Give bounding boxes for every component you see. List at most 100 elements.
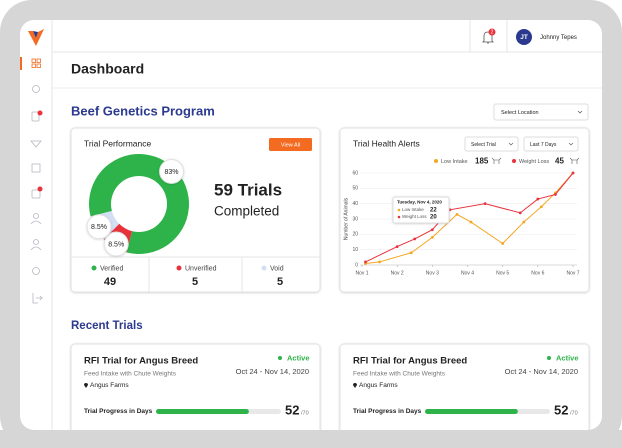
trial-title: RFI Trial for Angus Breed: [84, 356, 198, 367]
tooltip-label: Low Intake: [402, 207, 424, 212]
tooltip-dot: [397, 208, 401, 212]
sidebar-badge: [37, 110, 43, 116]
legend-label: Low Intake: [441, 159, 468, 165]
line-point: [518, 211, 522, 215]
trial-status: Active: [287, 353, 310, 362]
donut-label-bubble: [86, 214, 112, 240]
tooltip-title: Tuesday, Nov 4, 2020: [397, 200, 442, 205]
status-count: 49: [104, 276, 116, 288]
view-all-button[interactable]: [269, 138, 312, 151]
progress-max: /70: [301, 410, 309, 416]
tooltip-value: 22: [430, 208, 437, 214]
chevron: [568, 142, 574, 146]
line-point: [469, 220, 473, 224]
pin-icon: [353, 383, 357, 388]
status-dot: [547, 356, 551, 360]
line-point: [409, 251, 413, 255]
line-point: [364, 260, 367, 264]
progress-label: Trial Progress in Days: [353, 408, 422, 415]
line-point: [413, 237, 417, 241]
trial-status: Active: [556, 353, 579, 362]
donut-label-bubble: [159, 158, 185, 184]
line-point: [483, 202, 487, 206]
progress-label: Trial Progress in Days: [84, 408, 153, 415]
x-tick-label: Nov 3: [426, 270, 439, 276]
chevron: [508, 142, 514, 146]
y-tick-label: 10: [352, 247, 358, 253]
y-tick-label: 50: [352, 186, 358, 192]
line-point: [455, 213, 459, 216]
x-tick-label: Nov 7: [566, 270, 579, 276]
line-point: [430, 236, 434, 239]
cow-icon: [569, 157, 580, 164]
y-tick-label: 30: [352, 216, 358, 222]
x-tick-label: Nov 5: [496, 270, 509, 276]
legend-total: 185: [475, 157, 489, 166]
x-tick-label: Nov 6: [531, 270, 544, 276]
avatar[interactable]: [516, 29, 532, 45]
card-title: Trial Health Alerts: [353, 138, 420, 148]
line-point: [536, 197, 540, 201]
sidebar-badge: [37, 186, 43, 192]
status-label: Void: [270, 265, 284, 272]
progress-fill: [425, 409, 518, 414]
pin-icon: [84, 383, 88, 388]
avatar-initials: JT: [520, 34, 528, 41]
active-indicator: [20, 57, 22, 70]
tooltip: [392, 196, 450, 224]
line-point: [554, 193, 557, 196]
line-point: [395, 245, 399, 249]
card-title: Trial Performance: [84, 138, 152, 148]
y-axis-label: Number of Animals: [343, 197, 349, 240]
sidebar-icons[interactable]: [30, 58, 43, 304]
location-select[interactable]: [493, 103, 589, 121]
donut-label: 83%: [165, 169, 179, 176]
notification-count: 2: [491, 30, 494, 36]
line-point: [539, 205, 543, 209]
progress-value: 52: [554, 402, 568, 417]
trial-farm: Angus Farms: [90, 382, 129, 389]
line-point: [501, 242, 505, 245]
page-title: Dashboard: [71, 61, 144, 77]
legend-total: 45: [555, 157, 564, 166]
progress-fill: [156, 409, 249, 414]
trials-caption: Completed: [214, 204, 279, 219]
trial-dates: Oct 24 - Nov 14, 2020: [236, 367, 309, 376]
y-tick-label: 60: [352, 170, 358, 176]
location-select-text: Select Location: [501, 110, 539, 116]
tooltip-dot: [397, 215, 401, 219]
status-dot: [91, 265, 97, 271]
line-point: [378, 260, 381, 264]
bell-icon[interactable]: [482, 31, 494, 44]
tooltip-label: Weight Loss: [402, 214, 427, 219]
filter-select[interactable]: [464, 136, 519, 152]
trial-dates: Oct 24 - Nov 14, 2020: [505, 367, 578, 376]
y-tick-label: 20: [352, 232, 358, 238]
trial-subtitle: Feed Intake with Chute Weights: [353, 371, 446, 378]
status-label: Unverified: [185, 265, 217, 272]
user-name: Johnny Tepes: [540, 35, 577, 41]
button-text: View All: [281, 142, 300, 148]
donut-label: 8.5%: [91, 224, 107, 231]
x-tick-label: Nov 2: [391, 270, 404, 276]
status-label: Verified: [100, 265, 123, 272]
filter-select-text: Select Trial: [471, 142, 496, 148]
status-dot: [278, 356, 282, 360]
status-count: 5: [277, 276, 283, 288]
legend-dot: [512, 159, 516, 163]
status-count: 5: [192, 276, 198, 288]
line-point: [571, 171, 575, 175]
filter-select[interactable]: [523, 136, 579, 152]
section-title: Recent Trials: [71, 320, 143, 332]
notification-badge: [488, 28, 496, 36]
trials-count: 59 Trials: [214, 180, 282, 199]
line-point: [430, 228, 434, 232]
status-dot: [176, 265, 182, 271]
trial-title: RFI Trial for Angus Breed: [353, 356, 467, 367]
x-tick-label: Nov 4: [461, 270, 474, 276]
y-tick-label: 0: [355, 262, 358, 268]
progress-max: /70: [570, 410, 578, 416]
card: [339, 127, 590, 293]
